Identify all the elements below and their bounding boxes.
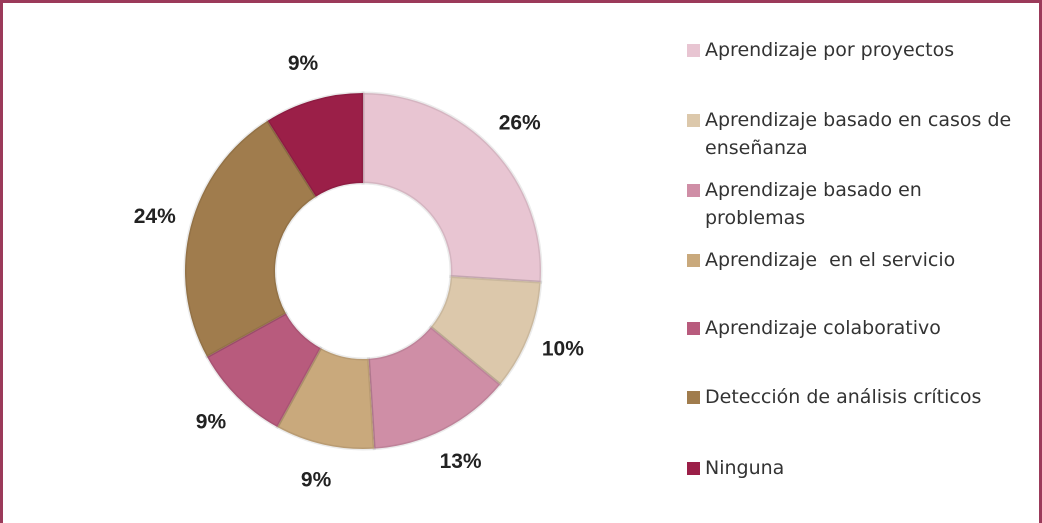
legend-label: Aprendizaje basado en problemas	[705, 179, 928, 229]
legend-swatch	[687, 114, 700, 127]
legend-swatch	[687, 462, 700, 475]
data-label: 9%	[301, 468, 332, 491]
legend-item: Aprendizaje basado en casos de enseñanza	[687, 106, 1017, 162]
legend-label: Aprendizaje en el servicio	[705, 249, 956, 271]
donut-segment	[366, 324, 503, 451]
legend-swatch	[687, 184, 700, 197]
donut-chart: 26% 10% 13% 9% 9% 24% 9%	[134, 52, 585, 491]
data-label: 24%	[134, 205, 176, 228]
legend-swatch	[687, 254, 700, 267]
legend-item: Detección de análisis críticos	[687, 383, 1017, 411]
legend-label: Ninguna	[705, 457, 785, 479]
donut-segment	[361, 91, 543, 284]
donut-segment	[428, 274, 543, 387]
legend-item: Aprendizaje en el servicio	[687, 246, 1017, 274]
legend-label: Aprendizaje por proyectos	[705, 39, 955, 61]
legend-item: Aprendizaje por proyectos	[687, 36, 1017, 64]
donut-segment	[265, 91, 365, 199]
legend-item: Aprendizaje colaborativo	[687, 314, 1017, 342]
legend-swatch	[687, 391, 700, 404]
data-label: 9%	[196, 411, 227, 434]
data-label: 9%	[288, 52, 319, 75]
legend-item: Aprendizaje basado en problemas	[687, 176, 1017, 232]
legend-swatch	[687, 322, 700, 335]
legend-label: Aprendizaje basado en casos de enseñanza	[705, 109, 1018, 159]
donut-segment	[204, 311, 323, 430]
legend-item: Ninguna	[687, 454, 1017, 482]
donut-segment	[275, 346, 376, 451]
data-label: 13%	[440, 450, 482, 473]
data-label: 10%	[542, 338, 584, 361]
data-label: 26%	[499, 111, 541, 134]
donut-segment	[183, 118, 318, 359]
legend-label: Detección de análisis críticos	[705, 386, 982, 408]
legend-swatch	[687, 44, 700, 57]
legend-label: Aprendizaje colaborativo	[705, 317, 941, 339]
